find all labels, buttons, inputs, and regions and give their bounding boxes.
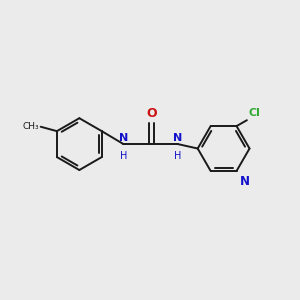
Text: N: N — [119, 133, 128, 142]
Text: N: N — [239, 175, 250, 188]
Text: H: H — [174, 151, 182, 160]
Text: H: H — [120, 151, 127, 160]
Text: O: O — [146, 107, 157, 120]
Text: N: N — [173, 133, 183, 142]
Text: Cl: Cl — [249, 108, 261, 118]
Text: CH₃: CH₃ — [22, 122, 39, 130]
